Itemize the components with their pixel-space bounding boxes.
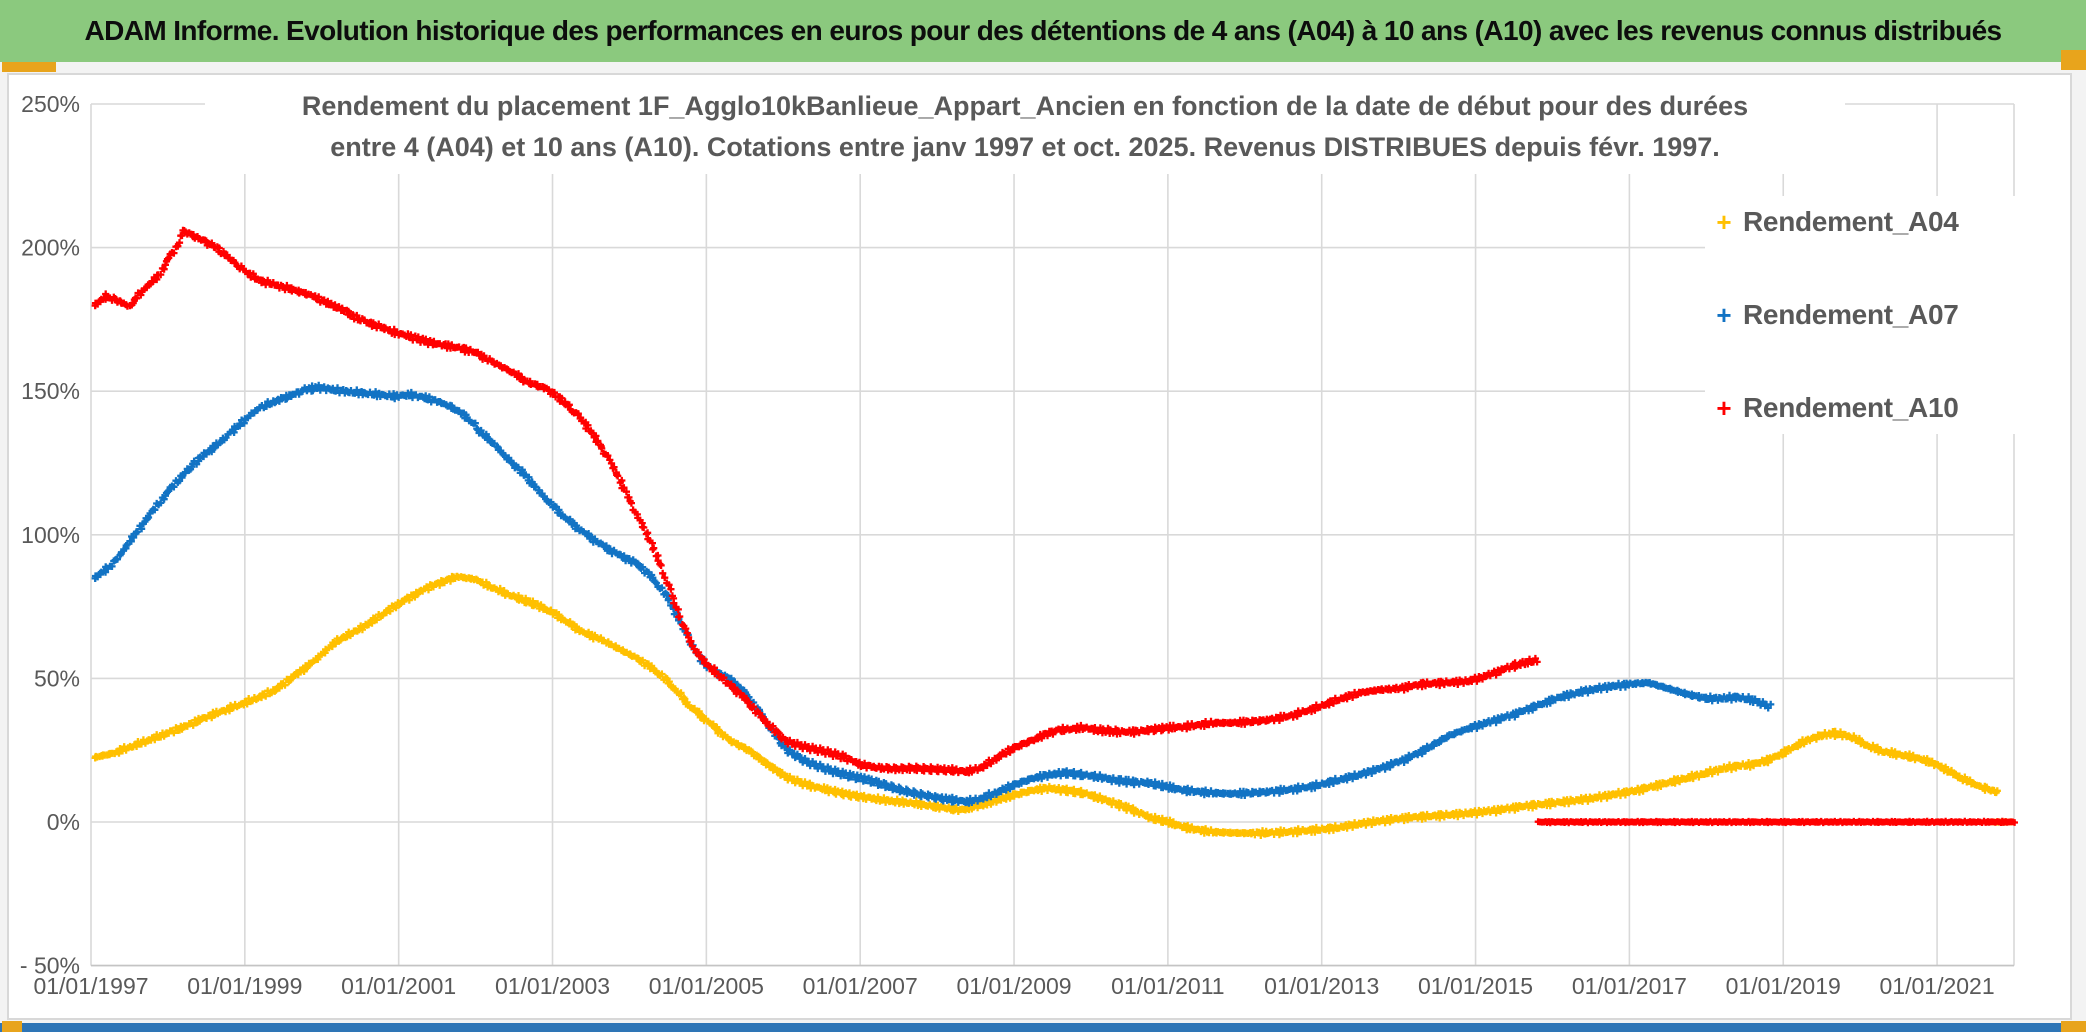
- plus-marker-icon: +: [1716, 207, 1732, 237]
- svg-text:01/01/1999: 01/01/1999: [187, 973, 302, 999]
- gold-accent-bottom-right: [2061, 1021, 2086, 1032]
- svg-text:- 50%: - 50%: [20, 953, 80, 979]
- svg-text:01/01/2019: 01/01/2019: [1726, 973, 1841, 999]
- chart-subtitle-line2: entre 4 (A04) et 10 ans (A10). Cotations…: [330, 132, 1720, 162]
- gold-accent-top-left: [2, 62, 56, 72]
- legend-item-a10: + Rendement_A10: [1705, 386, 2015, 430]
- legend-item-a07: + Rendement_A07: [1705, 293, 2015, 337]
- svg-text:01/01/2009: 01/01/2009: [956, 973, 1071, 999]
- svg-text:0%: 0%: [47, 809, 80, 835]
- svg-text:01/01/1997: 01/01/1997: [33, 973, 148, 999]
- gold-accent-top-right: [2061, 50, 2086, 70]
- legend-label: Rendement_A07: [1743, 299, 1959, 330]
- svg-text:01/01/2003: 01/01/2003: [495, 973, 610, 999]
- chart-subtitle-line1: Rendement du placement 1F_Agglo10kBanlie…: [301, 91, 1749, 121]
- plus-marker-icon: +: [1716, 300, 1732, 330]
- legend-item-a04: + Rendement_A04: [1705, 200, 2015, 244]
- svg-text:01/01/2007: 01/01/2007: [803, 973, 918, 999]
- svg-text:100%: 100%: [21, 522, 80, 548]
- svg-text:250%: 250%: [21, 91, 80, 117]
- svg-text:01/01/2015: 01/01/2015: [1418, 973, 1533, 999]
- svg-text:01/01/2011: 01/01/2011: [1111, 973, 1224, 999]
- chart-subtitle: Rendement du placement 1F_Agglo10kBanlie…: [205, 84, 1845, 174]
- bottom-accent-bar: [0, 1023, 2086, 1032]
- svg-text:01/01/2001: 01/01/2001: [341, 973, 456, 999]
- plus-marker-icon: +: [1716, 393, 1732, 423]
- svg-text:01/01/2005: 01/01/2005: [649, 973, 764, 999]
- report-title-bar: ADAM Informe. Evolution historique des p…: [0, 0, 2086, 62]
- svg-text:01/01/2017: 01/01/2017: [1572, 973, 1687, 999]
- svg-text:200%: 200%: [21, 235, 80, 261]
- svg-text:01/01/2013: 01/01/2013: [1264, 973, 1379, 999]
- svg-text:50%: 50%: [34, 665, 80, 691]
- legend-label: Rendement_A04: [1743, 206, 1959, 237]
- svg-text:01/01/2021: 01/01/2021: [1880, 973, 1995, 999]
- svg-text:150%: 150%: [21, 378, 80, 404]
- chart-legend: + Rendement_A04 + Rendement_A07 + Rendem…: [1705, 196, 2015, 434]
- report-title: ADAM Informe. Evolution historique des p…: [84, 15, 2002, 46]
- gold-accent-bottom-left: [2, 1021, 22, 1032]
- legend-label: Rendement_A10: [1743, 392, 1959, 423]
